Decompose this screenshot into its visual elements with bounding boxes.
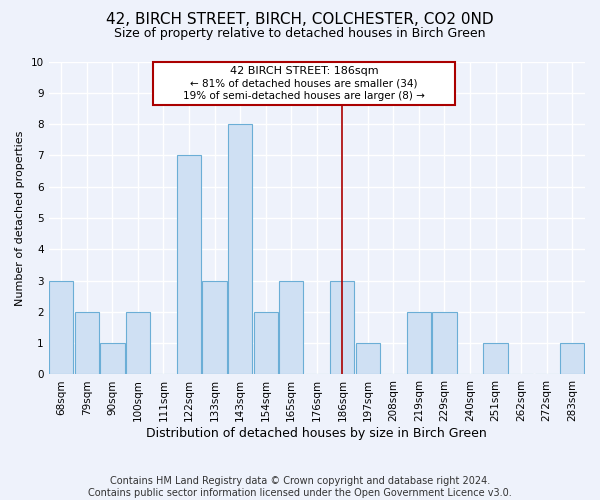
Text: 42 BIRCH STREET: 186sqm: 42 BIRCH STREET: 186sqm [230, 66, 379, 76]
Bar [330, 280, 355, 374]
Bar [49, 280, 73, 374]
Text: 19% of semi-detached houses are larger (8) →: 19% of semi-detached houses are larger (… [183, 91, 425, 101]
Bar [228, 124, 252, 374]
Text: ← 81% of detached houses are smaller (34): ← 81% of detached houses are smaller (34… [190, 79, 418, 89]
Bar [279, 280, 304, 374]
Bar [254, 312, 278, 374]
Bar [126, 312, 150, 374]
Bar [433, 312, 457, 374]
Bar [407, 312, 431, 374]
Bar [202, 280, 227, 374]
Bar [177, 156, 201, 374]
Bar [100, 343, 125, 374]
X-axis label: Distribution of detached houses by size in Birch Green: Distribution of detached houses by size … [146, 427, 487, 440]
Text: 42, BIRCH STREET, BIRCH, COLCHESTER, CO2 0ND: 42, BIRCH STREET, BIRCH, COLCHESTER, CO2… [106, 12, 494, 28]
Text: Contains HM Land Registry data © Crown copyright and database right 2024.
Contai: Contains HM Land Registry data © Crown c… [88, 476, 512, 498]
Y-axis label: Number of detached properties: Number of detached properties [15, 130, 25, 306]
Bar [356, 343, 380, 374]
Bar [153, 62, 455, 104]
Bar [560, 343, 584, 374]
Text: Size of property relative to detached houses in Birch Green: Size of property relative to detached ho… [114, 28, 486, 40]
Bar [484, 343, 508, 374]
Bar [75, 312, 99, 374]
